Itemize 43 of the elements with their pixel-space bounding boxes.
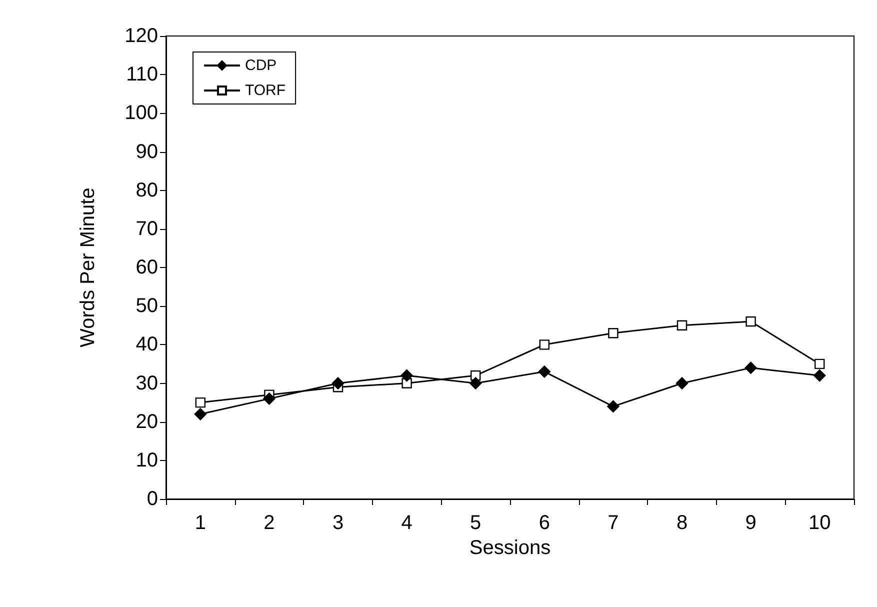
y-tick-label: 50 [136,295,158,318]
y-tick-label: 10 [136,449,158,472]
point [539,340,550,350]
point [470,377,482,390]
point [332,377,344,390]
x-tick-label: 10 [808,512,831,534]
y-tick-label: 40 [136,334,158,356]
x-tick-label: 4 [401,512,412,534]
point [676,320,688,330]
y-tick-label: 60 [136,256,158,278]
x-tick-label: 7 [608,512,619,534]
y-tick-label: 20 [136,410,158,433]
y-tick-label: 90 [136,140,158,163]
point [194,408,206,420]
y-tick-label: 30 [136,372,158,394]
y-tick-label: 120 [124,25,158,47]
point [814,358,825,370]
point [814,369,826,382]
y-tick-label: 0 [146,488,158,510]
y-tick-label: 70 [136,218,158,240]
x-tick-label: 6 [538,512,550,534]
y-axis-title: Words Per Minute [77,188,99,348]
y-tick-label: 110 [126,64,158,86]
x-tick-label: 5 [470,512,482,534]
point [744,362,757,374]
x-axis-title: Sessions [469,536,551,559]
legend-label: CDP [245,57,277,74]
x-tick-label: 2 [264,512,275,534]
point [195,397,206,408]
y-tick-label: 100 [124,102,158,124]
point [608,328,618,338]
point [263,392,276,405]
x-tick-label: 3 [332,512,344,534]
x-tick-label: 1 [194,512,206,534]
point [746,316,756,327]
point [607,400,620,412]
point [538,366,550,378]
x-tick-label: 8 [676,512,688,534]
y-tick-label: 80 [136,179,158,202]
x-tick-label: 9 [745,512,756,534]
point [676,377,688,390]
point [400,369,413,382]
legend-label: TORF [245,82,286,99]
